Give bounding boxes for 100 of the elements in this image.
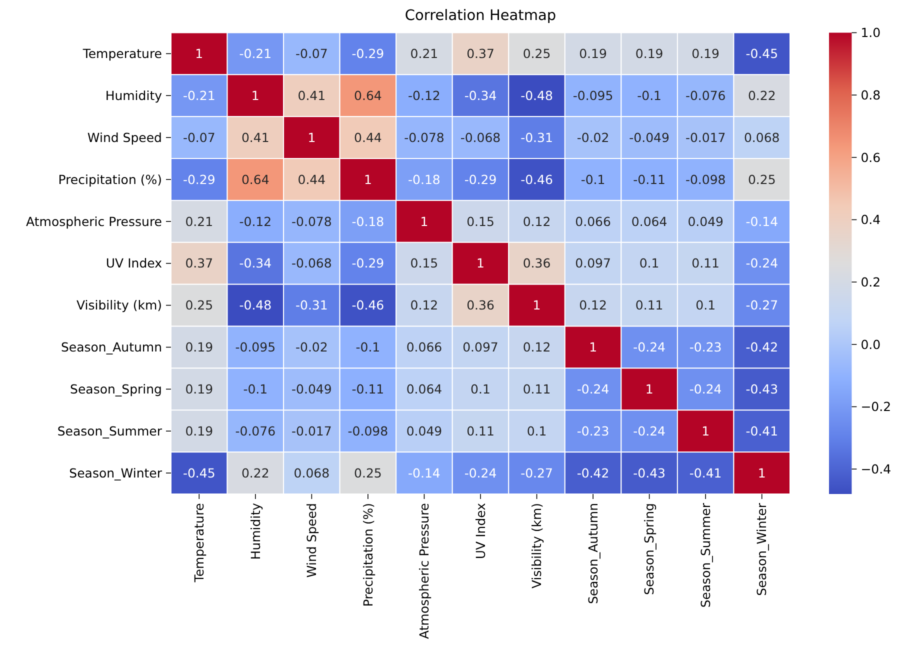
data-label: -0.31: [520, 130, 553, 145]
data-label: -0.29: [182, 172, 216, 187]
data-label: -0.095: [235, 340, 276, 355]
data-label: 0.19: [635, 46, 664, 62]
data-label: 0.22: [241, 465, 270, 480]
y-tick-label: Season_Spring: [70, 382, 162, 397]
color-bar-label: 0.0: [860, 336, 881, 352]
data-label: 1: [195, 46, 204, 62]
data-label: -0.41: [746, 423, 778, 438]
data-label: 0.064: [631, 214, 668, 229]
y-tick-label: Atmospheric Pressure: [26, 214, 162, 229]
data-label: 0.068: [744, 130, 780, 145]
data-label: -0.14: [408, 465, 440, 480]
data-label: -0.24: [633, 340, 666, 355]
data-label: 1: [645, 382, 654, 397]
data-label: 0.15: [410, 256, 438, 271]
data-label: -0.098: [685, 172, 726, 187]
data-label: 0.25: [748, 172, 776, 187]
data-label: 0.41: [298, 88, 326, 103]
data-label: -0.29: [352, 46, 384, 62]
data-label: 0.25: [354, 465, 382, 480]
data-label: 0.36: [522, 256, 551, 271]
data-label: -0.29: [352, 256, 384, 271]
data-label: 0.25: [522, 46, 551, 62]
y-tick-label: Visibility (km): [76, 298, 162, 313]
data-label: 0.64: [354, 88, 382, 103]
data-label: -0.27: [746, 298, 778, 313]
data-label: 0.44: [354, 130, 382, 145]
data-label: -0.46: [520, 172, 553, 187]
y-tick-label: Precipitation (%): [58, 172, 162, 187]
data-label: 0.44: [298, 172, 326, 187]
data-label: -0.24: [576, 382, 610, 397]
data-label: 0.1: [696, 298, 716, 313]
data-label: 0.19: [692, 46, 720, 62]
data-label: 1: [702, 423, 710, 438]
data-label: -0.1: [580, 172, 606, 187]
data-label: -0.12: [239, 214, 272, 229]
data-label: -0.07: [296, 46, 328, 62]
data-label: -0.46: [352, 298, 384, 313]
x-tick-label: Atmospheric Pressure: [416, 502, 432, 639]
data-label: 0.097: [462, 340, 498, 355]
data-label: -0.24: [746, 256, 778, 271]
y-tick-label: Temperature: [82, 46, 162, 62]
x-tick-label: Precipitation (%): [360, 503, 376, 607]
chart-title: Correlation Heatmap: [404, 8, 556, 24]
x-tick-label: Humidity: [248, 502, 263, 560]
data-label: -0.1: [356, 340, 380, 355]
data-label: -0.45: [182, 465, 216, 480]
data-label: 1: [758, 465, 766, 480]
data-label: -0.12: [408, 88, 440, 103]
data-label: -0.11: [633, 172, 666, 187]
data-label: -0.34: [239, 256, 272, 271]
data-label: -0.31: [296, 298, 328, 313]
data-label: -0.34: [464, 88, 497, 103]
data-label: -0.27: [520, 465, 553, 480]
data-label: 0.19: [185, 423, 214, 438]
data-label: -0.076: [685, 88, 726, 103]
y-tick-label: UV Index: [106, 256, 162, 271]
color-bar-label: 1.0: [860, 25, 881, 40]
color-bar-label: 0.4: [860, 212, 881, 228]
data-label: -0.017: [292, 423, 332, 438]
x-tick-label: Season_Spring: [642, 503, 657, 595]
data-label: -0.07: [182, 130, 216, 145]
data-label: 0.066: [406, 340, 442, 355]
data-label: 0.068: [294, 465, 330, 480]
x-tick-label: Season_Winter: [754, 502, 770, 596]
data-label: -0.078: [292, 214, 332, 229]
y-tick-label: Season_Summer: [57, 423, 163, 438]
data-label: 0.11: [635, 298, 664, 313]
x-tick-label: Wind Speed: [304, 503, 320, 578]
data-label: 0.1: [639, 256, 660, 271]
data-label: 1: [420, 214, 428, 229]
data-label: -0.095: [572, 88, 614, 103]
y-tick-label: Wind Speed: [87, 130, 162, 145]
color-bar-label: −0.2: [860, 399, 892, 414]
color-bar-label: 0.8: [860, 87, 881, 102]
data-label: -0.29: [464, 172, 497, 187]
data-label: 0.37: [185, 256, 214, 271]
y-tick-label: Season_Winter: [69, 465, 163, 480]
color-bar-label: 0.6: [860, 150, 881, 165]
y-tick-label: Season_Autumn: [60, 340, 162, 355]
data-label: 1: [589, 340, 598, 355]
data-label: 1: [251, 88, 260, 103]
data-label: 0.19: [185, 382, 214, 397]
data-label: 0.64: [241, 172, 270, 187]
data-label: 0.36: [466, 298, 494, 313]
x-tick-label: Visibility (km): [529, 503, 544, 589]
data-label: -0.45: [746, 46, 778, 62]
data-label: -0.068: [460, 130, 501, 145]
data-label: -0.43: [746, 382, 778, 397]
data-label: -0.21: [239, 46, 272, 62]
data-label: -0.02: [296, 340, 328, 355]
data-label: -0.11: [352, 382, 384, 397]
data-label: 0.12: [579, 298, 607, 313]
x-tick-label: UV Index: [472, 503, 488, 560]
color-bar-label: −0.4: [860, 461, 892, 476]
data-label: 0.11: [466, 423, 494, 438]
data-label: -0.017: [685, 130, 726, 145]
data-label: 0.19: [185, 340, 214, 355]
data-label: -0.48: [520, 88, 553, 103]
